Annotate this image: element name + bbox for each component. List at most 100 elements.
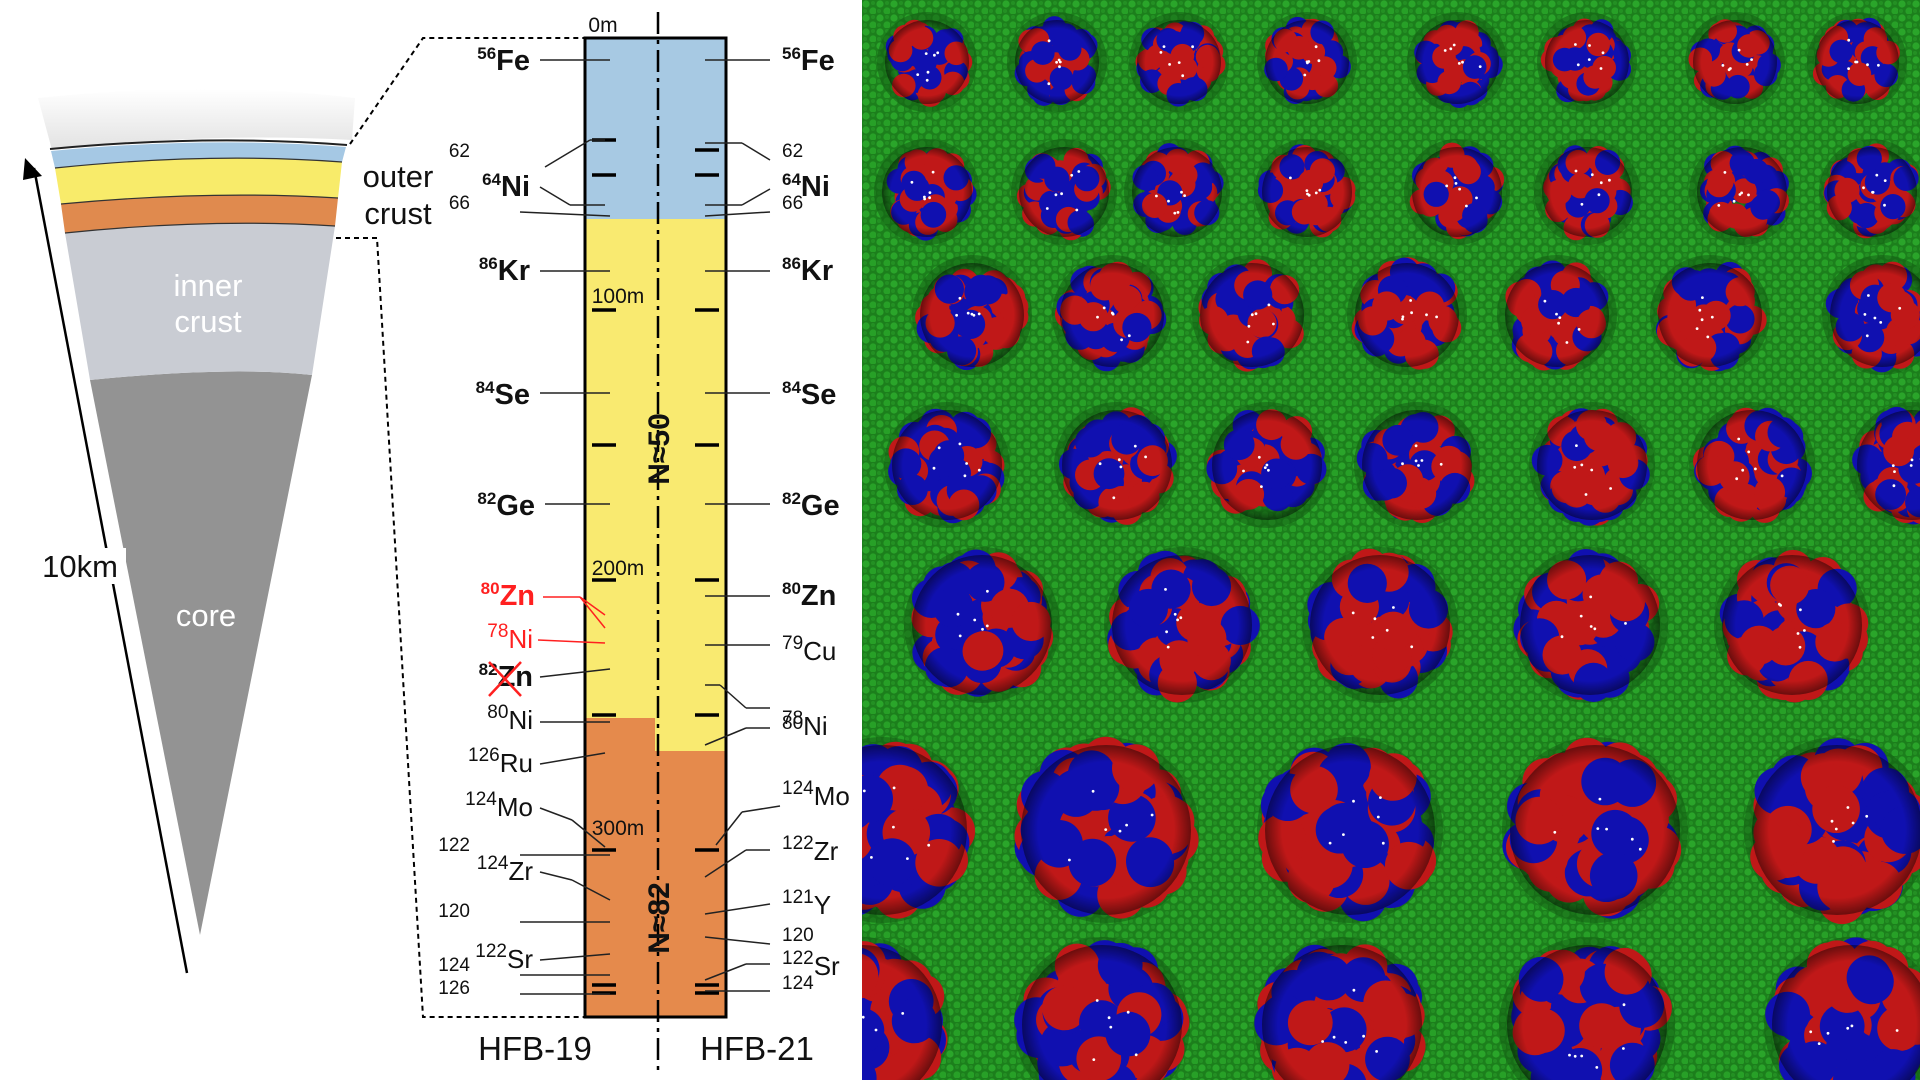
highlight-dot <box>1150 813 1154 817</box>
highlight-dot <box>956 612 960 616</box>
highlight-dot <box>1461 60 1464 64</box>
isotope-element: Sr <box>814 951 840 981</box>
highlight-dot <box>1443 49 1447 52</box>
highlight-dot <box>901 1012 905 1015</box>
highlight-dot <box>936 51 940 55</box>
highlight-dot <box>892 825 895 829</box>
zoom-connector-bottom <box>336 237 585 1018</box>
nucleus-shading <box>892 410 1002 520</box>
highlight-dot <box>1555 312 1558 316</box>
nucleus-shading <box>1545 20 1629 104</box>
crust-composition-diagram: outer crust inner crust core 10km 0m <box>23 12 850 1070</box>
isotope-element: Sr <box>507 944 533 974</box>
highlight-dot <box>923 195 926 199</box>
highlight-dot <box>1717 204 1721 207</box>
highlight-dot <box>1846 806 1850 809</box>
highlight-dot <box>970 312 974 316</box>
isotope-element: Zr <box>508 856 533 886</box>
highlight-dot <box>1410 311 1413 315</box>
highlight-dot <box>1740 191 1743 195</box>
highlight-dot <box>1362 1034 1365 1038</box>
isotope-element: Se <box>495 379 530 411</box>
highlight-dot <box>1847 67 1850 70</box>
highlight-dot <box>1598 797 1602 801</box>
highlight-dot <box>1558 316 1562 319</box>
isotope-mass-number: 124 <box>782 973 814 994</box>
nucleus <box>1714 547 1870 703</box>
highlight-dot <box>1457 62 1461 65</box>
highlight-dot <box>1306 192 1309 196</box>
label-leader-line <box>519 211 611 217</box>
highlight-dot <box>1847 38 1851 42</box>
nucleus <box>1054 402 1180 528</box>
highlight-dot <box>1898 306 1902 310</box>
right-isotope-label: 82Ge <box>782 489 840 522</box>
highlight-dot <box>1701 296 1704 299</box>
highlight-dot <box>1077 170 1081 173</box>
isotope-element: Cu <box>803 636 836 666</box>
right-isotope-label: 80Zn <box>782 579 836 612</box>
highlight-dot <box>1910 458 1914 462</box>
highlight-dot <box>1710 315 1714 319</box>
label-leader-line <box>741 188 771 206</box>
isotope-mass-number: 121 <box>782 887 814 908</box>
highlight-dot <box>1879 321 1883 324</box>
highlight-dot <box>1439 462 1443 466</box>
highlight-dot <box>1891 464 1895 467</box>
nucleus <box>912 255 1032 375</box>
layer-line-3 <box>64 222 336 234</box>
left-label-leaders <box>519 59 611 995</box>
nucleus-shading <box>1537 410 1647 520</box>
highlight-dot <box>1401 315 1405 319</box>
isotope-mass-number: 62 <box>782 141 803 162</box>
radius-arrow-head <box>23 158 42 180</box>
model-label-hfb19: HFB-19 <box>478 1030 592 1067</box>
right-label-leaders <box>704 59 781 992</box>
highlight-dot <box>1584 493 1588 496</box>
isotope-element: Zr <box>814 836 839 866</box>
nucleus <box>1512 547 1668 703</box>
nucleus-shading <box>1697 410 1807 520</box>
highlight-dot <box>1254 312 1258 316</box>
isotope-element: Kr <box>498 255 530 287</box>
highlight-dot <box>1832 840 1835 843</box>
regime-n50-label: N≈50 <box>643 413 676 485</box>
right-isotope-label: 122Zr <box>782 833 839 866</box>
highlight-dot <box>1735 477 1739 481</box>
highlight-dot <box>1750 58 1753 61</box>
nucleus <box>1650 255 1770 375</box>
highlight-dot <box>1826 1031 1830 1035</box>
highlight-dot <box>1246 340 1250 344</box>
highlight-dot <box>1314 191 1318 195</box>
highlight-dot <box>1342 833 1345 836</box>
nucleus <box>904 547 1060 703</box>
highlight-dot <box>931 170 935 174</box>
highlight-dot <box>1409 299 1412 302</box>
core-label: core <box>176 598 236 633</box>
highlight-dot <box>1577 328 1581 331</box>
highlight-dot <box>1305 189 1309 193</box>
highlight-dot <box>1445 184 1449 188</box>
highlight-dot <box>1417 464 1420 467</box>
highlight-dot <box>1877 63 1880 67</box>
highlight-dot <box>1465 204 1468 208</box>
highlight-dot <box>1798 645 1802 649</box>
highlight-dot <box>1168 63 1171 66</box>
isotope-mass-number: 122 <box>782 833 814 854</box>
highlight-dot <box>1376 815 1380 819</box>
highlight-dot <box>1741 468 1745 472</box>
highlight-dot <box>1601 51 1605 55</box>
highlight-dot <box>1478 65 1482 68</box>
label-leader-line <box>704 903 771 915</box>
nucleus <box>1192 255 1312 375</box>
isotope-mass-number: 120 <box>438 901 470 922</box>
highlight-dot <box>1317 59 1321 63</box>
highlight-dot <box>892 786 896 790</box>
highlight-dot <box>1381 841 1385 845</box>
nuclear-lattice <box>862 12 1920 1080</box>
highlight-dot <box>1893 470 1896 473</box>
isotope-mass-number: 80 <box>782 579 801 598</box>
left-isotope-label: 56Fe <box>477 44 530 77</box>
highlight-dot <box>1054 193 1058 197</box>
highlight-dot <box>1075 208 1079 212</box>
